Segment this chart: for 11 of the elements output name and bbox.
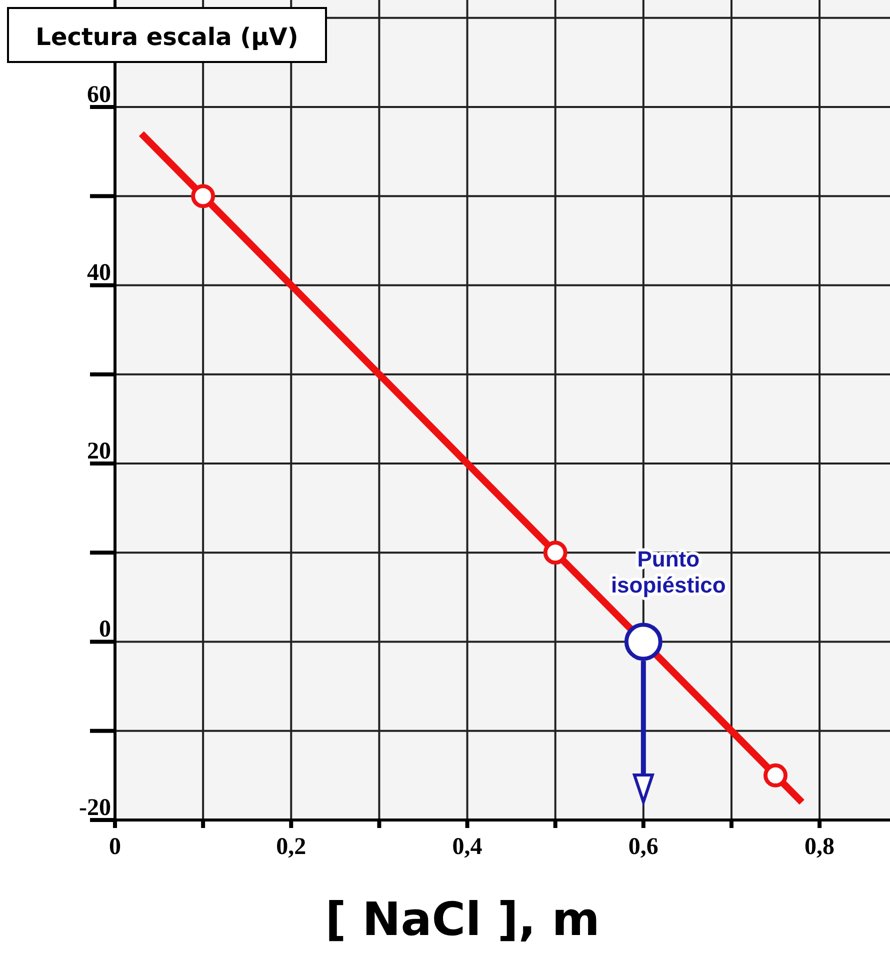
- y-tick-label: 20: [87, 438, 111, 464]
- x-tick-label: 0,2: [276, 834, 306, 860]
- x-tick-label: 0,4: [452, 834, 482, 860]
- y-tick-label: -20: [79, 795, 111, 821]
- x-tick-label: 0,8: [804, 834, 835, 860]
- x-tick-label: 0,6: [628, 834, 658, 860]
- y-tick-label: 40: [87, 260, 111, 286]
- x-axis-title: [ NaCl ], m: [325, 892, 600, 946]
- y-tick-label: 0: [99, 616, 111, 643]
- y-axis-title: Lectura escala (μV): [36, 23, 298, 51]
- y-tick-label: 60: [87, 82, 111, 108]
